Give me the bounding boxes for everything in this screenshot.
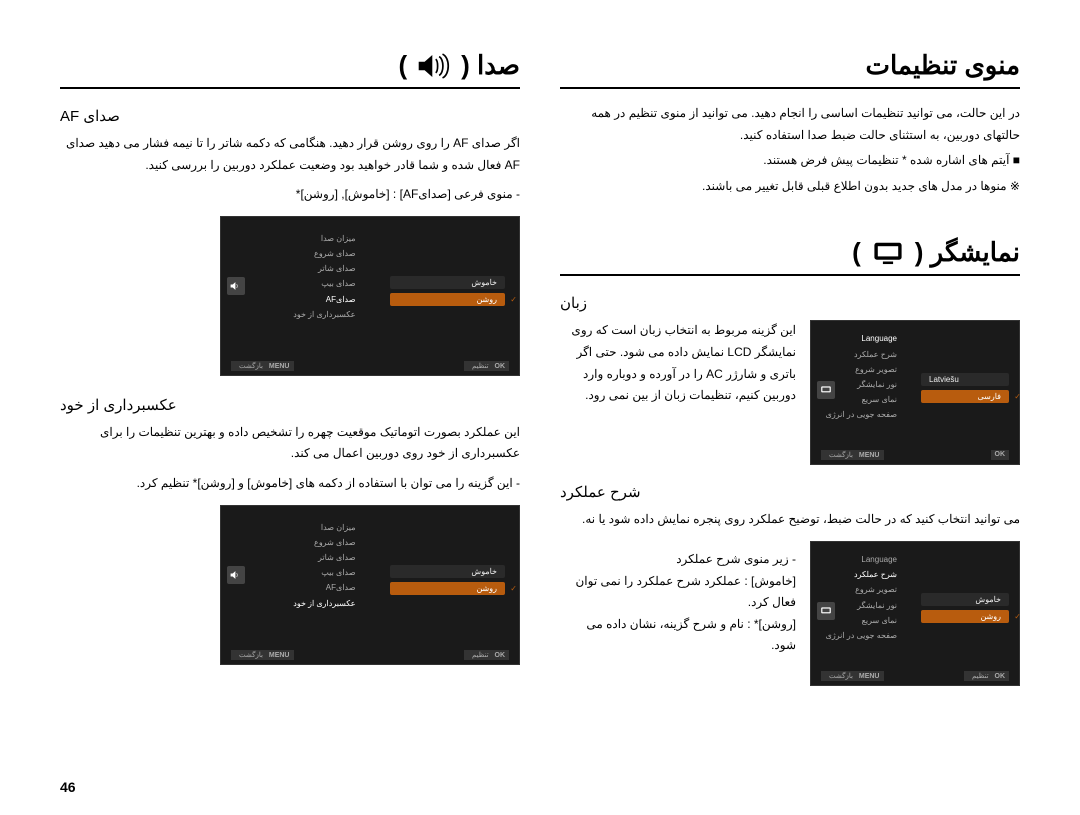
page-number: 46 <box>60 779 76 795</box>
opt-off: خاموش <box>390 276 506 289</box>
af-sound-body: اگر صدای AF را روی روشن قرار دهید. هنگام… <box>60 133 520 176</box>
display-icon <box>817 602 835 620</box>
settings-title: منوی تنظیمات <box>560 50 1020 89</box>
funcdesc-heading: شرح عملکرد <box>560 483 1020 501</box>
lcd-menu: میزان صدا صدای شروع صدای شاتر صدای بیپ ص… <box>235 231 384 351</box>
display-title: نمایشگر ( ) <box>560 237 1020 276</box>
left-column: منوی تنظیمات در این حالت، می توانید تنظی… <box>560 50 1020 686</box>
af-sound-heading: صدای AF <box>60 107 520 125</box>
display-icon <box>871 239 905 267</box>
selfshot-body: این عملکرد بصورت اتوماتیک موقعیت چهره را… <box>60 422 520 465</box>
lcd-language: Language شرح عملکرد تصویر شروع نور نمایش… <box>810 320 1020 465</box>
language-heading: زبان <box>560 294 1020 312</box>
af-sound-sub: - منوی فرعی [صدایAF] : [خاموش], [روشن]* <box>60 184 520 206</box>
selfshot-heading: عکسبرداری از خود <box>60 396 520 414</box>
title-suffix: ) <box>398 50 407 81</box>
title-text: صدا ( <box>461 50 520 81</box>
af-sound-p1: اگر صدای AF را روی روشن قرار دهید. هنگام… <box>60 133 520 176</box>
speaker-icon <box>417 52 451 80</box>
lcd-selfshot: میزان صدا صدای شروع صدای شاتر صدای بیپ ص… <box>220 505 520 665</box>
speaker-icon <box>227 566 245 584</box>
sound-title: صدا ( ) <box>60 50 520 89</box>
speaker-icon <box>227 277 245 295</box>
display-icon <box>817 381 835 399</box>
page: صدا ( ) صدای AF اگر صدای AF را روی روشن … <box>0 0 1080 815</box>
right-column: صدا ( ) صدای AF اگر صدای AF را روی روشن … <box>60 50 520 686</box>
lcd-funcdesc: Language شرح عملکرد تصویر شروع نور نمایش… <box>810 541 1020 686</box>
lcd-af-sound: میزان صدا صدای شروع صدای شاتر صدای بیپ ص… <box>220 216 520 376</box>
opt-on: روشن <box>390 293 506 306</box>
selfshot-sub: - این گزینه را می توان با استفاده از دکم… <box>60 473 520 495</box>
